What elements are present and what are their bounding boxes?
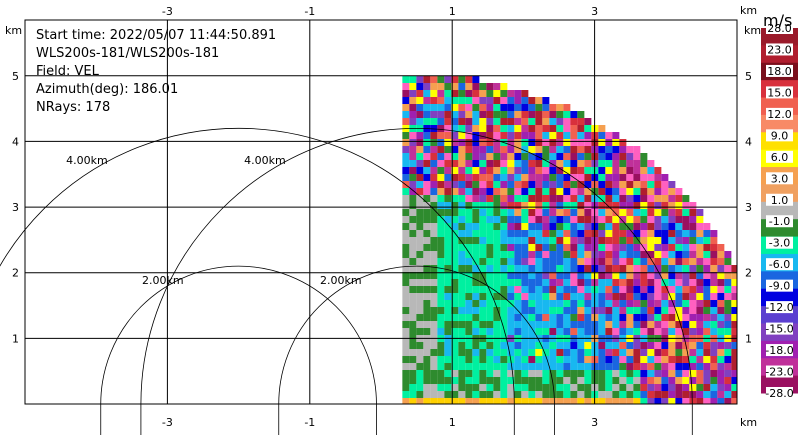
colorbar-label-11: -6.0 <box>769 258 790 271</box>
x-tick-top-0: -3 <box>162 5 173 18</box>
field-label: Field: VEL <box>36 64 99 79</box>
colorbar-label-7: 3.0 <box>771 172 789 185</box>
y-tick-left-2: 3 <box>12 201 19 214</box>
y-tick-left-4: 5 <box>12 70 19 83</box>
y-tick-right-3: 4 <box>745 135 752 148</box>
colorbar-label-bg-15 <box>766 344 793 357</box>
x-tick-bottom-0: -3 <box>162 416 173 429</box>
colorbar-label-13: -12.0 <box>765 301 793 314</box>
colorbar-label-bg-12 <box>766 279 793 292</box>
colorbar-label-0: 28.0 <box>767 22 792 35</box>
x-tick-bottom-3: 3 <box>591 416 598 429</box>
colorbar-label-3: 15.0 <box>767 86 792 99</box>
x-tick-bottom-2: 1 <box>449 416 456 429</box>
colorbar-label-bg-13 <box>766 301 793 314</box>
colorbar-label-8: 1.0 <box>771 194 789 207</box>
colorbar-segment-10 <box>761 201 798 220</box>
colorbar-label-17: -28.0 <box>765 387 793 400</box>
colorbar-label-bg-10 <box>766 236 793 249</box>
range-ring-label-1: 4.00km <box>66 154 108 167</box>
colorbar-label-16: -23.0 <box>765 366 793 379</box>
colorbar-label-bg-7 <box>766 172 793 185</box>
colorbar-label-bg-4 <box>766 107 793 120</box>
azimuth-label: Azimuth(deg): 186.01 <box>36 82 179 97</box>
colorbar-label-5: 9.0 <box>771 129 789 142</box>
range-ring-3 <box>140 127 693 435</box>
colorbar-label-bg-6 <box>766 150 793 163</box>
range-rings: 2.00km 4.00km 2.00km 4.00km <box>0 127 693 435</box>
x-tick-top-1: -1 <box>304 5 315 18</box>
range-ring-label-3: 4.00km <box>244 154 286 167</box>
y-tick-left-1: 2 <box>12 267 19 280</box>
x-tick-top-3: 3 <box>591 5 598 18</box>
range-ring-label-0: 2.00km <box>142 274 184 287</box>
y-tick-left-3: 4 <box>12 135 19 148</box>
colorbar-label-9: -1.0 <box>769 215 790 228</box>
scan-info-panel: Start time: 2022/05/07 11:44:50.891 WLS2… <box>36 27 276 117</box>
colorbar-label-15: -18.0 <box>765 344 793 357</box>
axis-unit-left: km <box>5 24 22 37</box>
colorbar-label-bg-5 <box>766 129 793 142</box>
colorbar-label-bg-16 <box>766 365 793 378</box>
x-tick-top-2: 1 <box>449 5 456 18</box>
colorbar-label-2: 18.0 <box>767 65 792 78</box>
colorbar-label-bg-9 <box>766 215 793 228</box>
axis-unit-bottom: km <box>740 416 757 429</box>
colorbar-label-4: 12.0 <box>767 108 792 121</box>
range-ring-0 <box>100 265 377 435</box>
colorbar-label-bg-17 <box>766 387 793 399</box>
y-tick-right-1: 2 <box>745 267 752 280</box>
nrays-label: NRays: 178 <box>36 100 111 115</box>
colorbar-label-12: -9.0 <box>769 280 790 293</box>
colorbar-label-bg-8 <box>766 193 793 206</box>
y-tick-right-0: 1 <box>745 332 752 345</box>
colorbar-unit-label: m/s <box>763 11 793 30</box>
colorbar-label-6: 6.0 <box>771 151 789 164</box>
colorbar-label-1: 23.0 <box>767 43 792 56</box>
plot-frame <box>24 19 738 405</box>
y-tick-right-4: 5 <box>745 70 752 83</box>
axis-unit-top-right: km <box>740 4 757 17</box>
colorbar-label-bg-1 <box>766 43 793 56</box>
colorbar-label-14: -15.0 <box>765 323 793 336</box>
colorbar-label-bg-3 <box>766 86 793 99</box>
y-tick-left-0: 1 <box>12 332 19 345</box>
start-time-label: Start time: 2022/05/07 11:44:50.891 <box>36 28 277 43</box>
colorbar-label-bg-14 <box>766 322 793 335</box>
colorbar-label-bg-11 <box>766 258 793 271</box>
instrument-label: WLS200s-181/WLS200s-181 <box>36 46 220 61</box>
axis-unit-right: km <box>744 24 761 37</box>
range-ring-1 <box>0 127 515 435</box>
x-tick-bottom-1: -1 <box>304 416 315 429</box>
y-tick-right-2: 3 <box>745 201 752 214</box>
colorbar-label-10: -3.0 <box>769 237 790 250</box>
colorbar-label-bg-2 <box>766 64 793 77</box>
colorbar-label-bg-0 <box>766 22 793 34</box>
range-ring-label-2: 2.00km <box>320 274 362 287</box>
range-ring-2 <box>278 265 555 435</box>
